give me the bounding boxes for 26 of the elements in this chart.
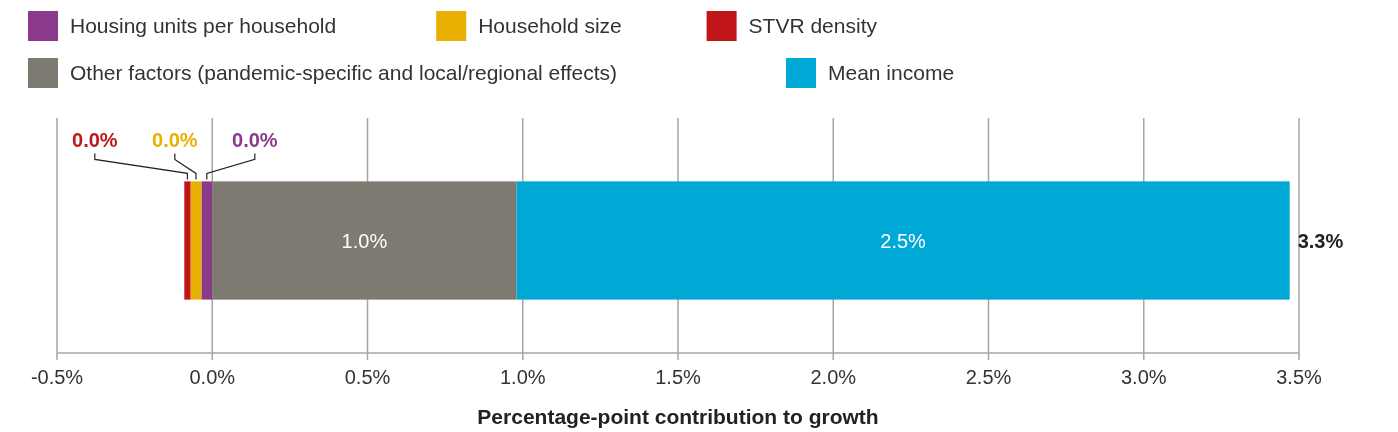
legend-label: Mean income	[828, 61, 955, 84]
bar	[184, 181, 191, 300]
x-tick-label: 3.0%	[1120, 366, 1167, 388]
bar	[201, 181, 213, 300]
x-tick-label: 2.0%	[810, 366, 857, 388]
x-tick-label: 0.5%	[344, 366, 391, 388]
legend-label: STVR density	[748, 14, 878, 37]
data-label: 1.0%	[341, 229, 388, 252]
x-tick-label: 1.5%	[655, 366, 702, 388]
data-label: 0.0%	[72, 129, 118, 152]
x-tick-label: -0.5%	[30, 366, 84, 388]
x-tick-label: 0.0%	[189, 366, 236, 388]
data-label: 2.5%	[880, 229, 927, 252]
data-label: 0.0%	[232, 129, 278, 152]
bar	[190, 181, 202, 300]
total-label: 3.3%	[1297, 229, 1344, 252]
legend-label: Housing units per household	[70, 14, 337, 37]
x-tick-label: 2.5%	[965, 366, 1012, 388]
x-tick-label: 3.5%	[1276, 366, 1323, 388]
bar	[212, 181, 517, 300]
data-label: 0.0%	[152, 129, 198, 152]
bar	[516, 181, 1290, 300]
legend-label: Household size	[478, 14, 622, 37]
x-axis-title: Percentage-point contribution to growth	[477, 405, 879, 428]
legend-label: Other factors (pandemic-specific and local/regional effects)	[70, 61, 618, 84]
x-tick-label: 1.0%	[499, 366, 546, 388]
